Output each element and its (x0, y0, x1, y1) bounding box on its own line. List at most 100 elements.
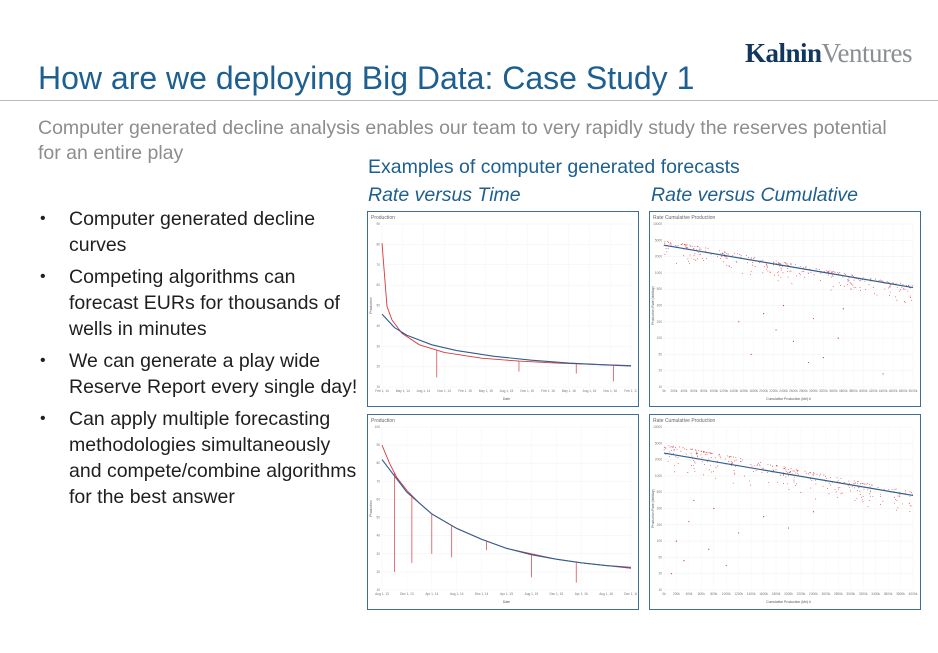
data-point (862, 496, 864, 498)
bullet-item: • Can apply multiple forecasting methodol… (38, 406, 358, 510)
data-point (698, 254, 700, 256)
data-point (780, 267, 782, 269)
x-tick-label: 4000k (909, 592, 918, 596)
x-tick-label: 1000k (722, 592, 731, 596)
data-point (741, 272, 743, 274)
data-point (856, 498, 858, 500)
data-point (889, 294, 891, 296)
x-tick-label: 5000k (909, 389, 918, 393)
y-axis-label: Production (369, 500, 373, 516)
y-tick-label: 100 (657, 336, 663, 340)
chart-svg: Production 10 20 30 40 50 60 70 80 90 Feb 1, 14 May… (369, 215, 637, 401)
x-tick-label: Feb 1, 14 (375, 389, 389, 393)
data-point (878, 280, 880, 282)
y-tick-label: 10000 (653, 425, 662, 429)
data-point (841, 492, 843, 494)
data-point (679, 446, 681, 448)
data-point (719, 250, 721, 252)
data-point (853, 487, 855, 489)
x-tick-label: 2400k (809, 592, 818, 596)
x-tick-label: Aug 1, 16 (583, 389, 597, 393)
data-point (794, 485, 796, 486)
bullet-dot-icon: • (40, 352, 46, 369)
data-point (887, 281, 889, 283)
data-point (723, 251, 725, 253)
data-point (697, 246, 699, 247)
data-point (728, 265, 730, 267)
data-point (910, 297, 911, 298)
y-tick-label: 20 (376, 365, 380, 369)
data-point (903, 288, 905, 290)
data-point (810, 271, 812, 273)
data-point (785, 476, 787, 478)
data-point (828, 482, 830, 484)
x-tick-label: 2600k (789, 389, 798, 393)
x-tick-label: Aug 1, 14 (450, 592, 464, 596)
data-point (697, 452, 698, 454)
data-point (911, 492, 912, 494)
chart-svg: Production 10 20 30 40 50 60 70 80 90 100 Aug 1, 13… (369, 418, 637, 604)
data-point (663, 449, 665, 451)
data-point (815, 498, 816, 500)
data-point (770, 464, 771, 466)
data-point (895, 296, 897, 298)
data-point (717, 255, 719, 257)
data-point (902, 284, 904, 285)
x-tick-label: Nov 1, 16 (603, 389, 617, 393)
x-tick-label: 3000k (846, 592, 855, 596)
bullet-item: • Computer generated decline curves (38, 206, 358, 258)
data-point (868, 284, 870, 286)
data-point (800, 492, 802, 494)
data-point (773, 261, 775, 263)
data-point (886, 280, 888, 282)
data-point (680, 450, 682, 452)
data-point (778, 274, 779, 276)
x-tick-label: 1800k (772, 592, 781, 596)
data-point (863, 483, 865, 485)
data-point (853, 480, 855, 482)
x-tick-label: 2200k (769, 389, 778, 393)
data-point (753, 257, 754, 259)
x-tick-label: 4200k (869, 389, 878, 393)
data-point (725, 252, 727, 254)
data-point (671, 446, 673, 448)
chart-rate-vs-time-1: Production 10 20 30 40 50 60 70 80 90 Feb 1, 14 May… (367, 211, 639, 407)
data-point (883, 488, 885, 490)
data-point (792, 470, 794, 472)
data-point (798, 474, 799, 476)
bullet-text: Competing algorithms can forecast EURs f… (69, 266, 340, 340)
data-point (869, 491, 871, 493)
data-point (777, 272, 779, 274)
bullet-dot-icon: • (40, 268, 46, 285)
data-point (884, 288, 886, 290)
data-point (788, 264, 790, 266)
data-point (766, 264, 768, 266)
data-point (664, 446, 666, 448)
data-point (740, 254, 742, 256)
data-point (696, 246, 698, 248)
y-tick-label: 20 (658, 369, 662, 373)
data-point (790, 270, 792, 272)
data-point (820, 473, 822, 475)
data-point (828, 271, 830, 272)
data-point (785, 470, 787, 472)
data-point (673, 471, 675, 473)
data-point (692, 465, 694, 466)
data-point (796, 469, 798, 471)
x-tick-label: Aug 1, 13 (375, 592, 389, 596)
data-point (859, 290, 861, 291)
data-point (830, 276, 832, 278)
data-point (701, 457, 703, 459)
bullet-list: • Computer generated decline curves • Comp… (38, 206, 358, 516)
y-tick-label: 30 (376, 344, 380, 348)
data-point (734, 252, 736, 254)
x-tick-label: 4400k (879, 389, 888, 393)
data-point (875, 278, 877, 280)
data-point (832, 271, 834, 273)
data-point (801, 271, 803, 272)
data-point (837, 487, 839, 489)
data-point (696, 453, 698, 455)
logo-part-1: Kalnin (744, 38, 822, 68)
data-point (898, 494, 900, 496)
y-axis-label: Production Rate (bbl/day) (651, 286, 655, 324)
